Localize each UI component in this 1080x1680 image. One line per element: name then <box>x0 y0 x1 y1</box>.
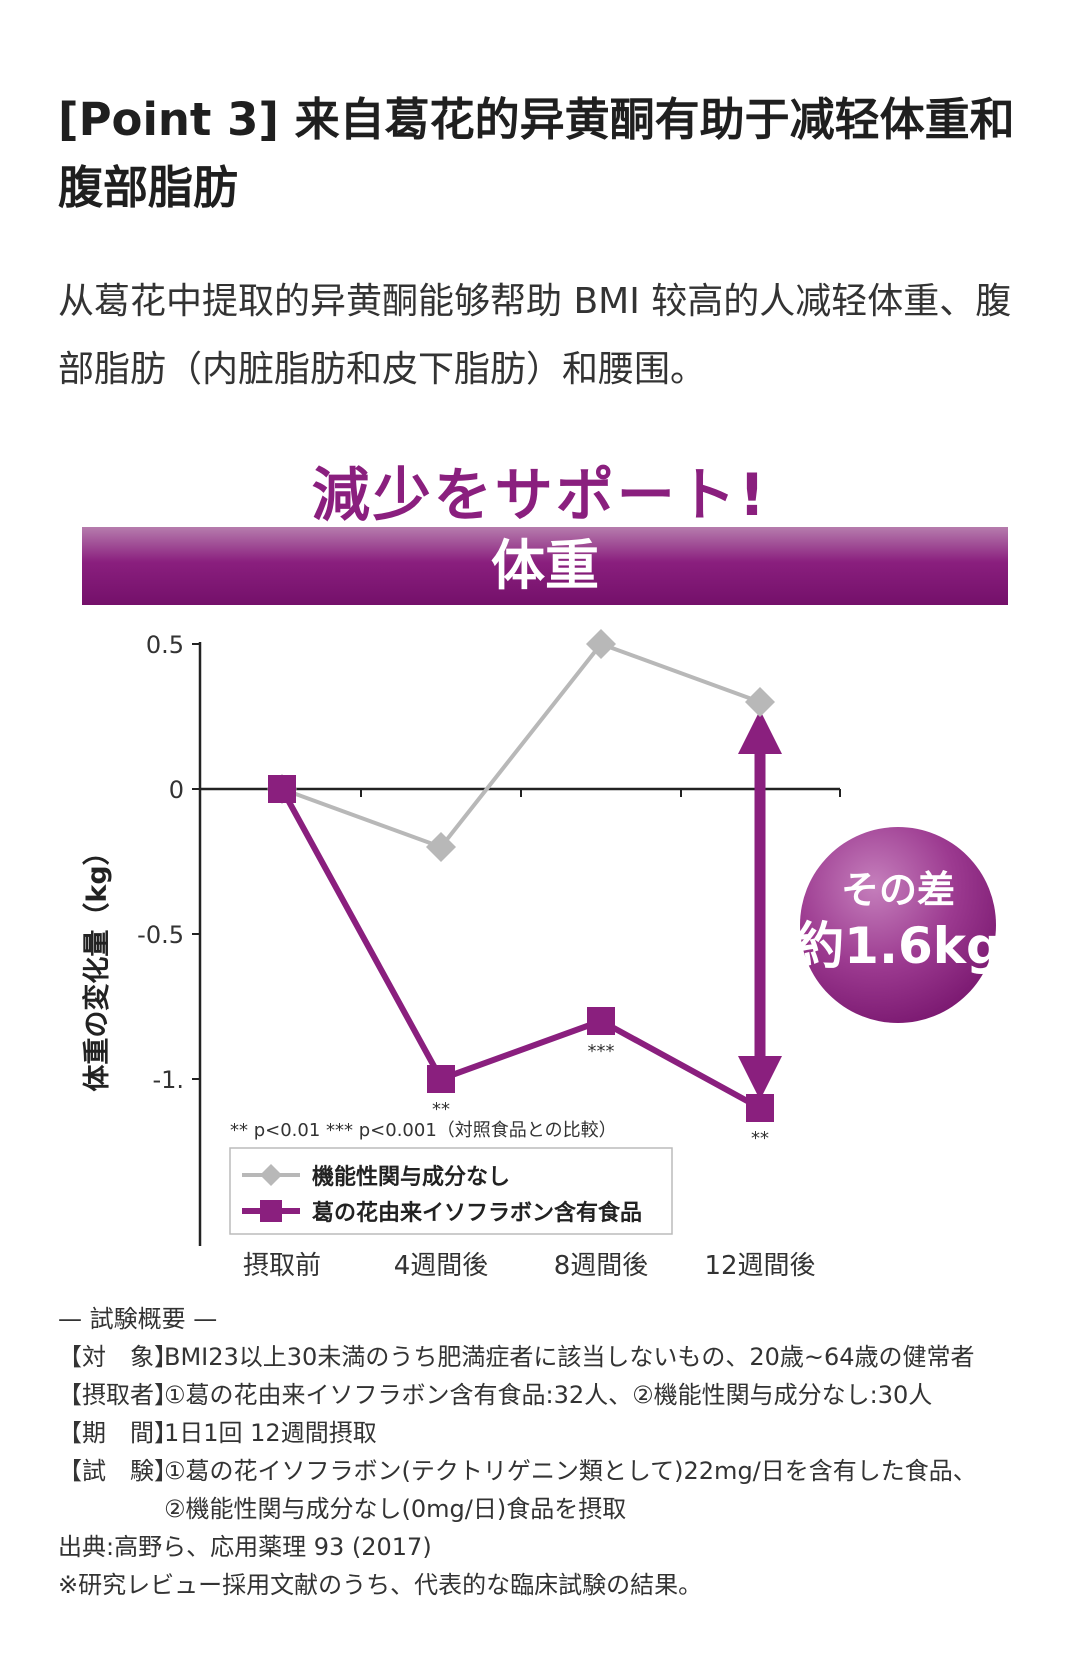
isoflavone-point <box>268 775 296 803</box>
y-axis-label: 体重の変化量（kg） <box>81 838 113 1091</box>
study-notes: — 試験概要 — 【対 象】 BMI23以上30未満のうち肥満症者に該当しないも… <box>58 1300 1048 1604</box>
notes-row-text: BMI23以上30未満のうち肥満症者に該当しないもの、20歳~64歳の健常者 <box>164 1343 975 1371</box>
isoflavone-point <box>746 1094 774 1122</box>
weight-change-chart: 0.50-0.5-1. 摂取前 4週間後 8週間後 12週間後 体重の変化量（kg） … <box>81 629 1002 1280</box>
legend-box <box>229 1147 673 1235</box>
badge-line-2: 約1.6kg <box>794 917 1002 975</box>
x-tick-label: 4週間後 <box>394 1251 489 1280</box>
y-tick-label: -0.5 <box>137 921 184 949</box>
notes-row-text: ①葛の花イソフラボン(テクトリゲニン類として)22mg/日を含有した食品、 <box>164 1457 977 1485</box>
pvalue-note: ** p<0.01 *** p<0.001（対照食品との比較） <box>230 1120 617 1141</box>
notes-source: 出典:高野ら、応用薬理 93 (2017) <box>58 1533 432 1561</box>
notes-heading: — 試験概要 — <box>58 1305 218 1333</box>
y-tick-label: -1. <box>152 1066 184 1094</box>
x-tick-label: 8週間後 <box>554 1251 649 1280</box>
y-tick-label: 0 <box>169 776 184 804</box>
x-tick-label: 摂取前 <box>243 1251 321 1280</box>
notes-remark: ※研究レビュー採用文献のうち、代表的な臨床試験の結果。 <box>58 1571 703 1599</box>
badge-line-1: その差 <box>841 868 955 912</box>
y-axis-ticks: 0.5 0 -0.5 -1. <box>137 631 200 1094</box>
notes-row: 【摂取者】 ①葛の花由来イソフラボン含有食品:32人、②機能性関与成分なし:30… <box>58 1376 1048 1414</box>
notes-row: 【対 象】 BMI23以上30未満のうち肥満症者に該当しないもの、20歳~64歳… <box>58 1338 1048 1376</box>
placebo-line <box>281 642 761 849</box>
legend-label: 機能性関与成分なし <box>312 1164 510 1190</box>
isoflavone-line <box>279 787 762 1111</box>
significance-annotations: ******* <box>432 1041 769 1149</box>
placebo-point <box>745 687 775 717</box>
significance-label: ** <box>751 1128 769 1149</box>
intro-paragraph: 从葛花中提取的异黄酮能够帮助 BMI 较高的人减轻体重、腹部脂肪（内脏脂肪和皮下… <box>58 281 1012 390</box>
legend-marker <box>260 1164 282 1186</box>
significance-label: ** <box>432 1099 450 1120</box>
notes-row-text: 1日1回 12週間摂取 <box>164 1419 377 1447</box>
placebo-point <box>426 832 456 862</box>
figure-band-title: 体重 <box>82 527 1008 605</box>
badge-circle <box>800 827 996 1023</box>
notes-row: 【期 間】 1日1回 12週間摂取 <box>58 1414 1048 1452</box>
figure-headline: 減少をサポート! <box>311 461 769 529</box>
placebo-point <box>586 629 616 659</box>
notes-row-label: 【摂取者】 <box>58 1381 178 1409</box>
series-group <box>267 629 775 1122</box>
x-tick-label: 12週間後 <box>704 1251 815 1280</box>
x-axis-ticks: 摂取前 4週間後 8週間後 12週間後 <box>243 789 841 1280</box>
significance-label: *** <box>588 1041 615 1062</box>
notes-row: 【試 験】 ①葛の花イソフラボン(テクトリゲニン類として)22mg/日を含有した… <box>58 1452 1048 1490</box>
notes-row-text: ①葛の花由来イソフラボン含有食品:32人、②機能性関与成分なし:30人 <box>164 1381 933 1409</box>
legend-marker <box>260 1200 282 1222</box>
difference-badge: その差 約1.6kg <box>794 827 1002 1023</box>
notes-row-label: 【試 験】 <box>58 1457 178 1485</box>
isoflavone-point <box>427 1065 455 1093</box>
notes-row-continued: ②機能性関与成分なし(0mg/日)食品を摂取 <box>164 1495 627 1523</box>
legend-label: 葛の花由来イソフラボン含有食品 <box>311 1200 642 1226</box>
notes-row-label: 【対 象】 <box>58 1343 178 1371</box>
isoflavone-point <box>587 1007 615 1035</box>
y-tick-label: 0.5 <box>146 631 184 659</box>
page-title: [Point 3] 来自葛花的异黄酮有助于减轻体重和腹部脂肪 <box>58 93 1015 214</box>
notes-row-label: 【期 間】 <box>58 1419 178 1447</box>
